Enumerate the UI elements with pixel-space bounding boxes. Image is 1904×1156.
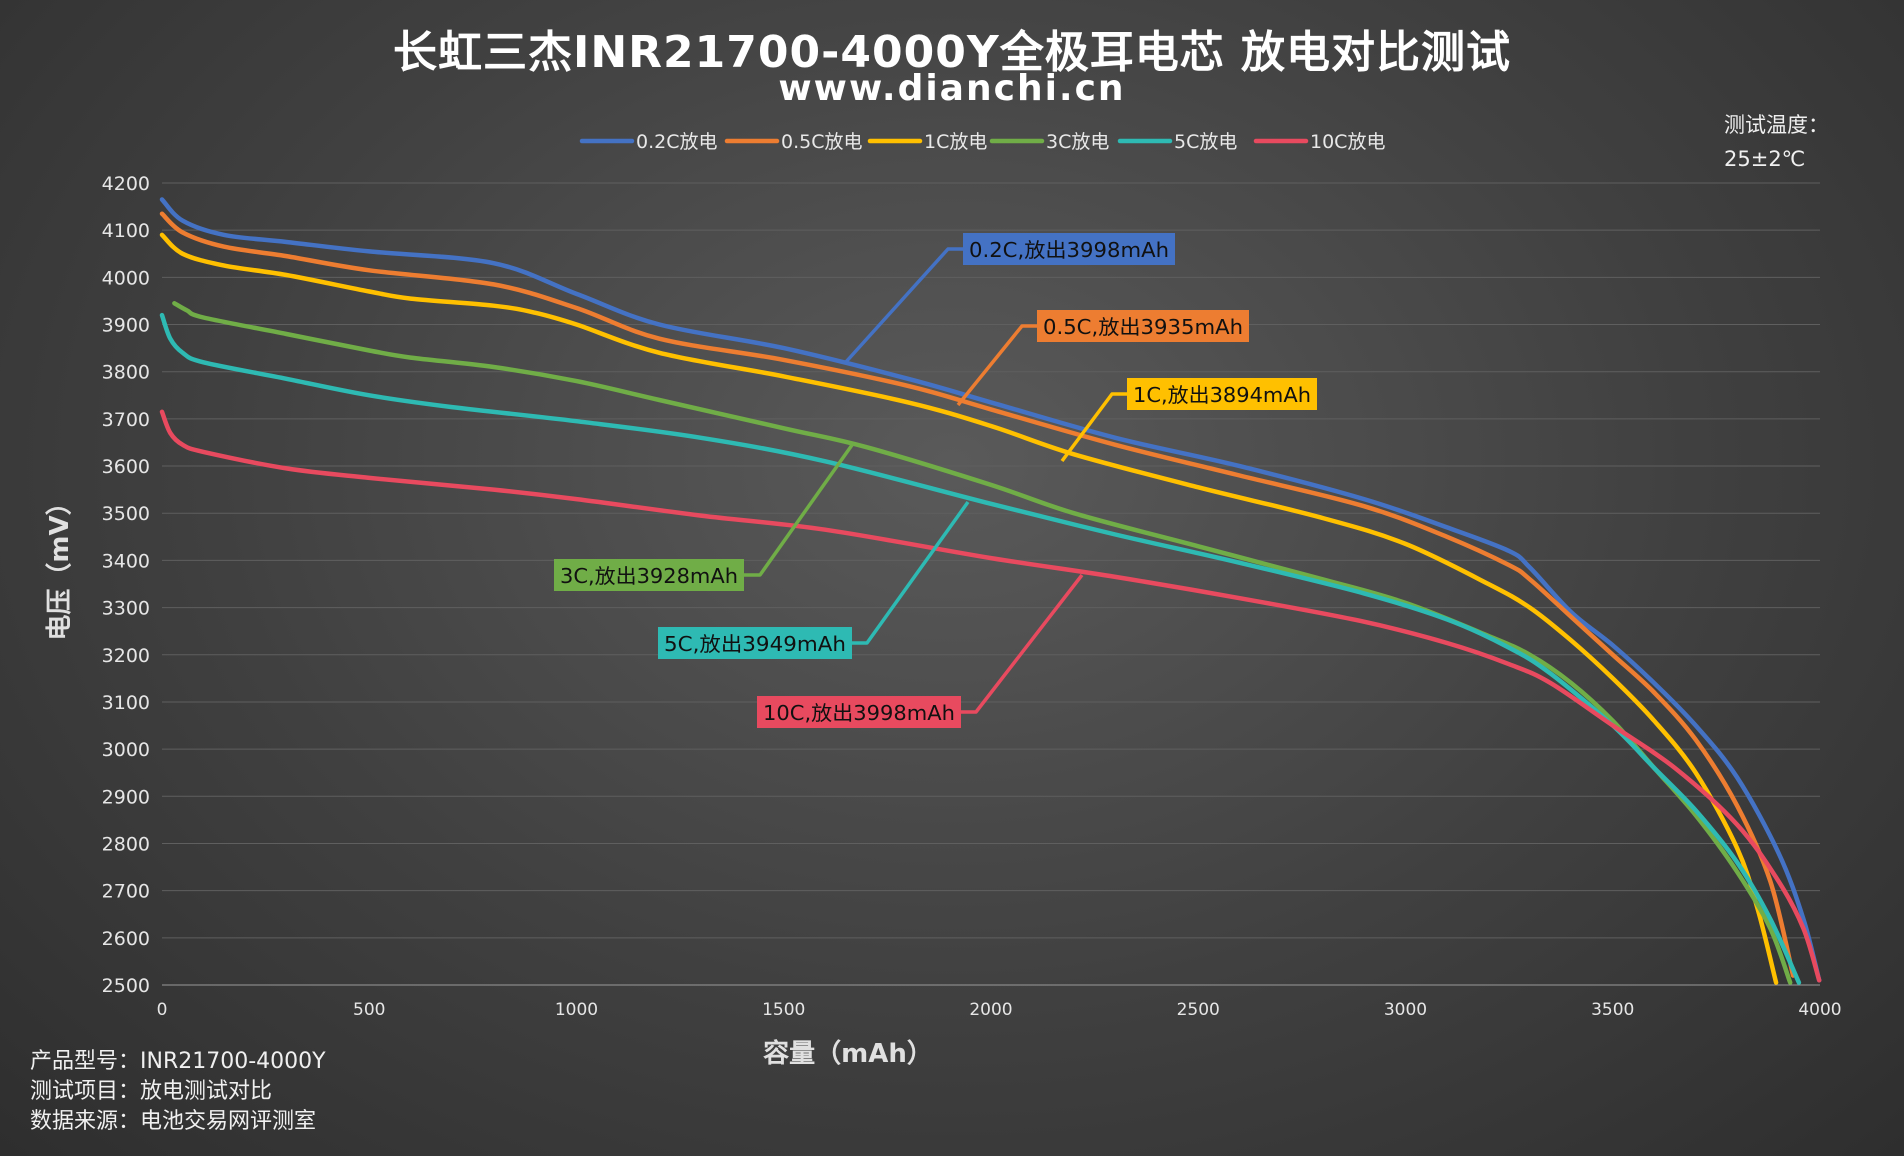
callout-leader-5	[961, 573, 1084, 714]
callout-label-0: 0.2C,放出3998mAh	[969, 238, 1169, 262]
legend: 0.2C放电 0.5C放电 1C放电 3C放电 5C放电 10C放电	[579, 131, 1385, 153]
temperature-note: 测试温度： 25±2℃	[1724, 108, 1829, 176]
y-tick-label: 4100	[102, 220, 150, 242]
series-line-2	[159, 232, 1779, 985]
x-tick-label: 4000	[1798, 1000, 1841, 1020]
x-tick-label: 1500	[762, 1000, 805, 1020]
series-lines	[159, 197, 1822, 985]
series-line-4	[159, 312, 1802, 985]
callout-box-0	[963, 233, 1175, 265]
chart-subtitle: www.dianchi.cn	[778, 68, 1126, 109]
callout-label-3: 3C,放出3928mAh	[560, 564, 738, 588]
callout-box-4	[658, 627, 852, 659]
footer-product: 产品型号：INR21700-4000Y	[30, 1049, 326, 1074]
y-tick-label: 3300	[102, 598, 150, 620]
temperature-label: 测试温度：	[1724, 113, 1829, 137]
y-tick-label: 3000	[102, 739, 150, 761]
callout-label-2: 1C,放出3894mAh	[1133, 383, 1311, 407]
x-axis-label: 容量（mAh）	[763, 1038, 933, 1069]
legend-label-2: 1C放电	[924, 131, 987, 153]
footer-source: 数据来源：电池交易网评测室	[30, 1109, 317, 1134]
y-tick-label: 3600	[102, 456, 150, 478]
chart-title: 长虹三杰INR21700-4000Y全极耳电芯 放电对比测试	[392, 27, 1512, 78]
y-tick-label: 2700	[102, 881, 150, 903]
callout-label-1: 0.5C,放出3935mAh	[1043, 315, 1243, 339]
footer-test-item: 测试项目：放电测试对比	[30, 1079, 273, 1104]
x-tick-label: 1000	[555, 1000, 598, 1020]
callout-label-4: 5C,放出3949mAh	[664, 632, 846, 656]
y-tick-label: 2900	[102, 786, 150, 808]
callout-leader-1	[956, 324, 1037, 407]
x-tick-label: 3500	[1591, 1000, 1634, 1020]
gridlines	[162, 182, 1820, 986]
callout-leader-3	[744, 443, 854, 577]
callout-box-2	[1127, 378, 1317, 410]
y-tick-label: 4000	[102, 267, 150, 289]
legend-label-3: 3C放电	[1046, 131, 1109, 153]
y-tick-label: 2500	[102, 975, 150, 997]
callout-leader-4	[852, 500, 970, 645]
y-tick-label: 2600	[102, 928, 150, 950]
legend-label-0: 0.2C放电	[636, 131, 717, 153]
y-axis-ticks: 2500 2600 2700 2800 2900 3000 3100 3200 3300 3400…	[102, 173, 150, 997]
callouts: 0.2C,放出3998mAh 0.5C,放出3935mAh 1C,放出3894mAh…	[554, 233, 1317, 728]
legend-label-1: 0.5C放电	[781, 131, 862, 153]
series-line-5	[159, 409, 1822, 983]
callout-label-5: 10C,放出3998mAh	[763, 701, 955, 725]
callout-box-3	[554, 559, 744, 591]
callout-leader-2	[1060, 392, 1127, 463]
x-tick-label: 0	[157, 1000, 168, 1020]
y-tick-label: 3800	[102, 362, 150, 384]
series-line-1	[159, 211, 1796, 978]
temperature-value: 25±2℃	[1724, 147, 1806, 171]
callout-box-1	[1037, 310, 1249, 342]
y-tick-label: 3500	[102, 503, 150, 525]
y-tick-label: 3200	[102, 645, 150, 667]
callout-leader-0	[843, 247, 963, 365]
y-tick-label: 3700	[102, 409, 150, 431]
legend-label-5: 10C放电	[1310, 131, 1385, 153]
y-tick-label: 3400	[102, 550, 150, 572]
x-tick-label: 3000	[1384, 1000, 1427, 1020]
x-tick-label: 500	[353, 1000, 385, 1020]
x-axis-ticks: 0 500 1000 1500 2000 2500 3000 3500 4000	[157, 1000, 1842, 1020]
y-tick-label: 3900	[102, 315, 150, 337]
callout-box-5	[757, 696, 961, 728]
x-tick-label: 2500	[1177, 1000, 1220, 1020]
legend-label-4: 5C放电	[1174, 131, 1237, 153]
y-tick-label: 2800	[102, 833, 150, 855]
series-line-0	[159, 197, 1822, 983]
y-tick-label: 3100	[102, 692, 150, 714]
x-tick-label: 2000	[969, 1000, 1012, 1020]
y-axis-label: 电压（mV）	[45, 489, 75, 640]
y-tick-label: 4200	[102, 173, 150, 195]
